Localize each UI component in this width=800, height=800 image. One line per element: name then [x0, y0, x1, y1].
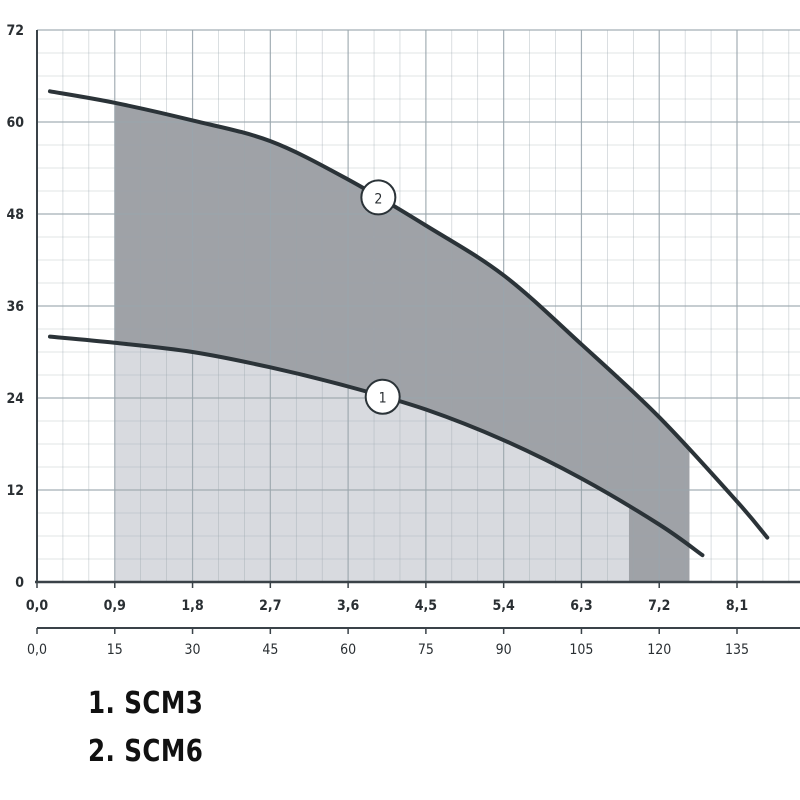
x-tick-label-m3h: 5,4 [493, 598, 516, 614]
curve-marker-2 [360, 179, 397, 216]
operating-range-fills [114, 102, 690, 582]
x-tick-label-lmin: 105 [569, 642, 593, 658]
curve-scm6 [47, 89, 770, 540]
x-tick-label-lmin: 120 [647, 642, 671, 658]
x-tick-label-lmin: 30 [185, 642, 201, 658]
x-tick-label-lmin: 15 [107, 642, 123, 658]
x-tick-labels-lmin: 0,0 15 30 45 60 75 90 105 120 135 [27, 642, 749, 658]
x-tick-label-lmin: 0,0 [27, 642, 47, 658]
y-tick-label: 48 [6, 207, 24, 223]
y-tick-label: 0 [15, 575, 24, 591]
curve-marker-label-1: 1 [379, 391, 387, 407]
x-tick-label-m3h: 6,3 [570, 598, 592, 614]
x-tick-label-m3h: 2,7 [259, 598, 281, 614]
legend-item-scm3: 1. SCM3 [88, 686, 204, 721]
x-tick-label-lmin: 135 [725, 642, 749, 658]
x-tick-label-lmin: 45 [262, 642, 278, 658]
y-tick-label: 12 [6, 483, 24, 499]
legend-item-scm6: 2. SCM6 [88, 734, 204, 769]
curve-marker-label-2: 2 [374, 191, 382, 207]
x-tick-label-lmin: 90 [496, 642, 512, 658]
fill-scm3-range [114, 342, 629, 582]
x-tick-label-m3h: 7,2 [648, 598, 670, 614]
curve-marker-1 [364, 378, 401, 415]
y-tick-labels: 0 12 24 36 48 60 72 [6, 23, 24, 591]
x-tick-label-m3h: 8,1 [726, 598, 748, 614]
y-tick-label: 60 [6, 115, 24, 131]
y-tick-label: 36 [6, 299, 24, 315]
x-tick-label-m3h: 0,0 [26, 598, 49, 614]
x-tick-label-m3h: 4,5 [415, 598, 437, 614]
x-tick-label-lmin: 60 [340, 642, 356, 658]
x-tick-label-lmin: 75 [418, 642, 434, 658]
chart-axes [35, 30, 800, 634]
curve-markers: 12 [360, 179, 401, 415]
x-tick-label-m3h: 3,6 [337, 598, 360, 614]
x-tick-label-m3h: 1,8 [181, 598, 203, 614]
y-tick-label: 24 [6, 391, 24, 407]
y-tick-label: 72 [6, 23, 24, 39]
x-tick-label-m3h: 0,9 [104, 598, 126, 614]
chart-grid [36, 29, 800, 583]
x-tick-labels-m3h: 0,0 0,9 1,8 2,7 3,6 4,5 5,4 6,3 7,2 8,1 [26, 598, 748, 614]
